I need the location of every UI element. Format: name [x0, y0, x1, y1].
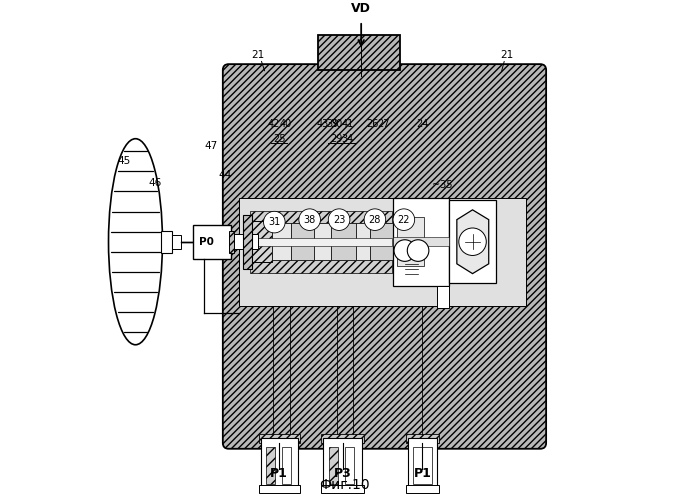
Text: 30: 30: [330, 119, 342, 129]
Bar: [449, 200, 496, 283]
Circle shape: [264, 212, 285, 233]
Text: 27: 27: [377, 119, 389, 129]
Bar: [261, 438, 298, 490]
Bar: [318, 34, 400, 70]
Text: 43: 43: [316, 119, 329, 129]
Text: 46: 46: [149, 178, 162, 188]
Text: P3: P3: [334, 468, 352, 480]
Text: 45: 45: [118, 156, 131, 166]
Bar: [408, 438, 437, 490]
Bar: [259, 485, 300, 493]
Bar: [250, 238, 392, 246]
Bar: [406, 434, 439, 443]
Bar: [162, 231, 172, 252]
Circle shape: [328, 209, 350, 231]
Bar: [321, 485, 364, 493]
Text: 44: 44: [219, 170, 232, 180]
Text: 34: 34: [341, 134, 354, 143]
Text: 21: 21: [500, 50, 513, 60]
Bar: [239, 198, 526, 306]
Bar: [250, 221, 272, 262]
Text: 29: 29: [330, 134, 343, 143]
Bar: [331, 224, 356, 260]
Bar: [228, 231, 234, 252]
Text: 28: 28: [369, 214, 381, 224]
Bar: [314, 224, 331, 260]
Bar: [345, 447, 354, 484]
Bar: [406, 485, 439, 493]
Text: P1: P1: [270, 468, 288, 480]
Circle shape: [393, 209, 415, 231]
Bar: [193, 224, 231, 259]
Bar: [250, 260, 392, 272]
Polygon shape: [457, 210, 488, 274]
Bar: [250, 211, 392, 223]
Bar: [356, 224, 371, 260]
Text: 24: 24: [416, 119, 429, 129]
Bar: [231, 234, 258, 249]
Bar: [321, 434, 364, 443]
Bar: [323, 438, 362, 490]
Circle shape: [364, 209, 386, 231]
Text: 25: 25: [273, 134, 286, 143]
Bar: [397, 217, 424, 266]
Bar: [413, 447, 432, 484]
Circle shape: [407, 240, 429, 262]
Text: 26: 26: [366, 119, 378, 129]
Text: VD: VD: [352, 2, 371, 15]
Text: P0: P0: [199, 236, 214, 246]
Bar: [272, 224, 290, 260]
Text: 39: 39: [327, 119, 339, 129]
Text: 31: 31: [268, 217, 281, 227]
Text: 42: 42: [267, 119, 279, 129]
Circle shape: [394, 240, 416, 262]
Bar: [266, 447, 275, 484]
Circle shape: [299, 209, 321, 231]
Bar: [393, 238, 449, 246]
FancyBboxPatch shape: [223, 64, 546, 449]
Bar: [282, 447, 291, 484]
Text: Фиг.10: Фиг.10: [319, 478, 369, 492]
Text: P1: P1: [413, 468, 431, 480]
Text: 23: 23: [333, 214, 345, 224]
Text: 22: 22: [398, 214, 410, 224]
Text: 40: 40: [280, 119, 292, 129]
Ellipse shape: [109, 138, 162, 345]
Bar: [172, 235, 181, 248]
Bar: [244, 214, 252, 268]
Text: 47: 47: [205, 141, 218, 151]
Bar: [290, 224, 314, 260]
Bar: [329, 447, 338, 484]
Text: 21: 21: [252, 50, 265, 60]
Text: ~35: ~35: [432, 180, 453, 190]
Bar: [393, 198, 449, 286]
Bar: [437, 286, 449, 308]
Bar: [259, 434, 300, 443]
Bar: [371, 224, 394, 260]
Text: 38: 38: [303, 214, 316, 224]
Circle shape: [459, 228, 486, 256]
Text: 41: 41: [341, 119, 354, 129]
